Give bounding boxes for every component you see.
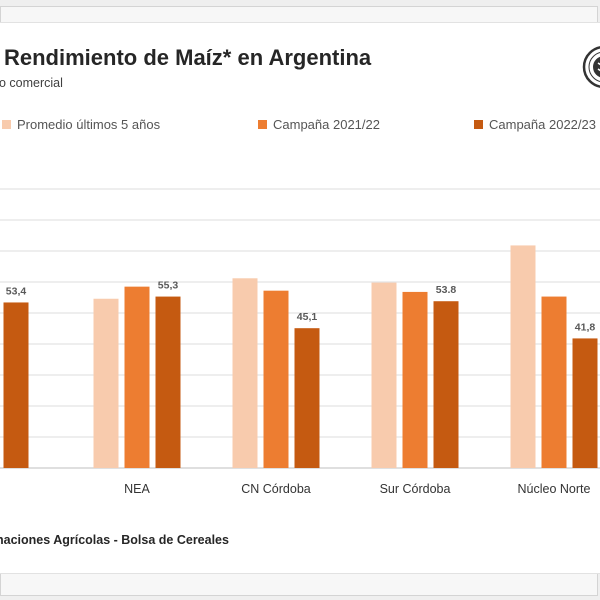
chart-title: Rendimiento de Maíz* en Argentina	[4, 45, 372, 70]
bar	[155, 296, 181, 468]
bar	[93, 298, 119, 468]
x-tick-label: NEA	[124, 482, 150, 496]
legend-swatch-campana-2021-22	[258, 120, 267, 129]
bar	[3, 302, 29, 468]
legend-label-campana-2022-23: Campaña 2022/23	[489, 117, 596, 132]
legend-item-campana-2021-22: Campaña 2021/22	[258, 117, 380, 132]
bar	[232, 278, 258, 468]
bar	[294, 328, 320, 468]
bar	[510, 245, 536, 468]
chart-card: Rendimiento de Maíz* en Argentina no com…	[0, 22, 600, 574]
bar	[541, 296, 567, 468]
data-label: 55,3	[158, 280, 179, 292]
bar	[371, 282, 397, 468]
chart-source: naciones Agrícolas - Bolsa de Cereales	[0, 533, 229, 547]
x-tick-label: Sur Córdoba	[380, 482, 451, 496]
bar	[572, 338, 598, 468]
bar	[433, 301, 459, 468]
bar	[402, 291, 428, 468]
bar	[124, 286, 150, 468]
legend-item-campana-2022-23: Campaña 2022/23	[474, 117, 596, 132]
legend-item-promedio: Promedio últimos 5 años	[2, 117, 160, 132]
data-label: 45,1	[297, 311, 318, 323]
bar	[263, 290, 289, 468]
legend-label-promedio: Promedio últimos 5 años	[17, 117, 161, 132]
data-label: 53.8	[436, 284, 457, 296]
x-tick-label: CN Córdoba	[241, 482, 311, 496]
chart-legend: Promedio últimos 5 años Campaña 2021/22 …	[0, 117, 600, 137]
data-label: 41,8	[575, 321, 596, 333]
data-label: 53,4	[6, 285, 27, 297]
legend-swatch-campana-2022-23	[474, 120, 483, 129]
institution-logo-icon	[582, 46, 600, 88]
legend-swatch-promedio	[2, 120, 11, 129]
chart-subtitle: no comercial	[0, 76, 63, 90]
x-tick-label: Núcleo Norte	[518, 482, 591, 496]
legend-label-campana-2021-22: Campaña 2021/22	[273, 117, 380, 132]
